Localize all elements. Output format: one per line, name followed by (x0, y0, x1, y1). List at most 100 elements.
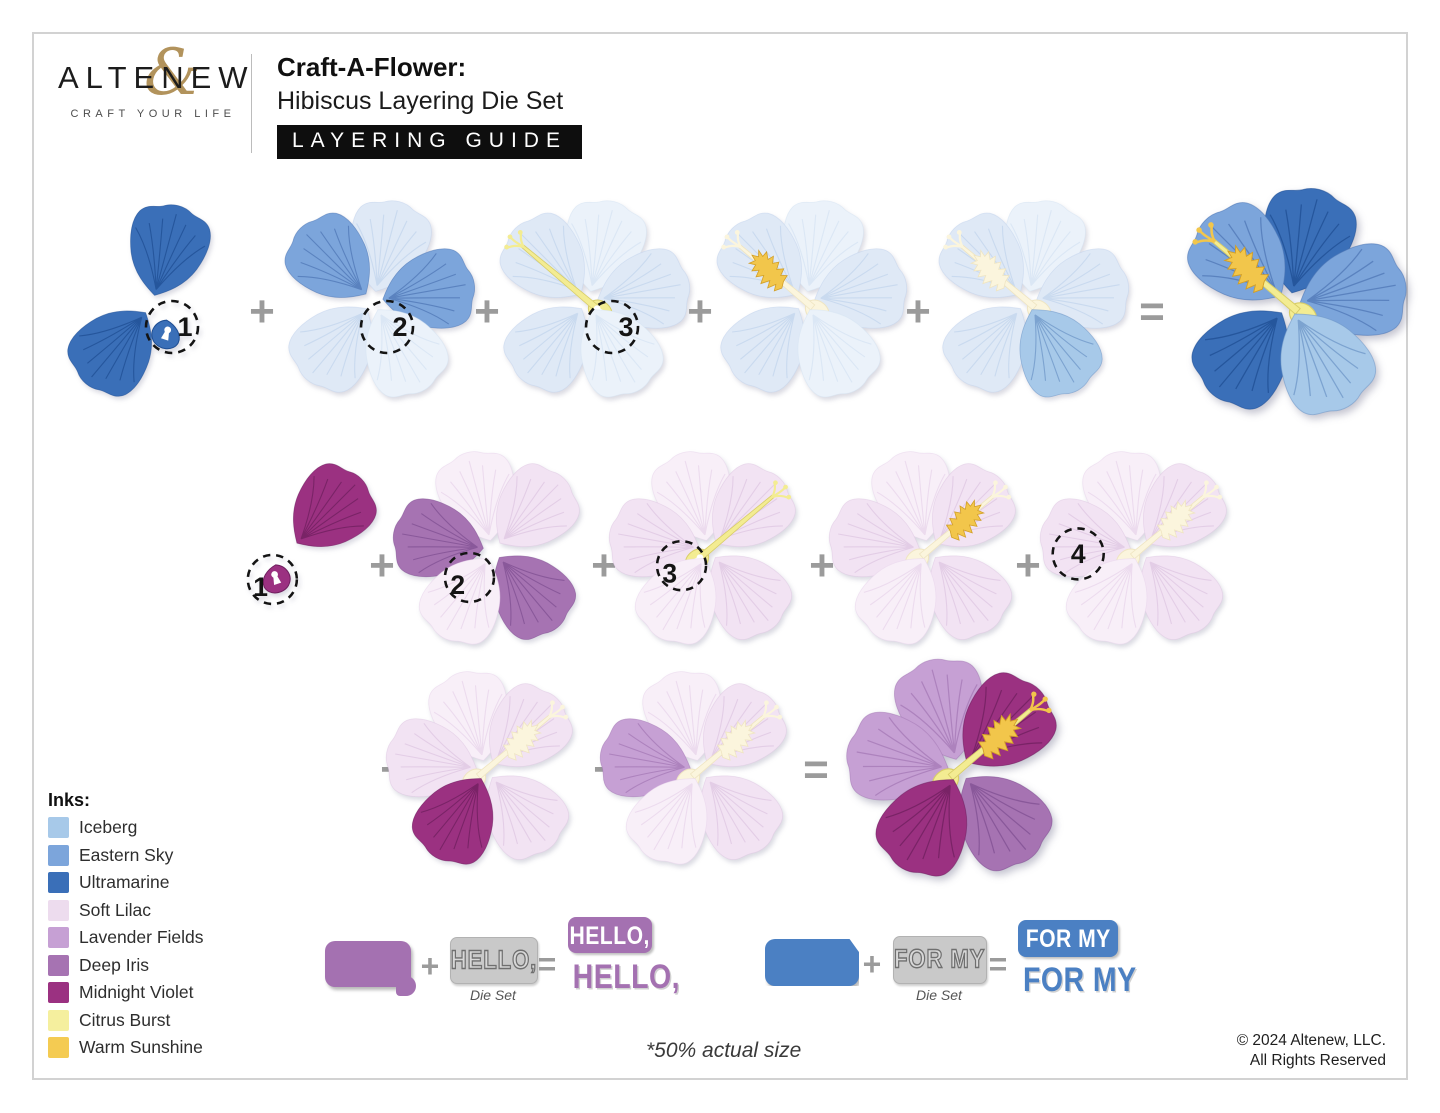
equals-operator: = (1139, 287, 1165, 336)
step-circle (443, 551, 496, 604)
ink-name: Midnight Violet (79, 982, 194, 1002)
ink-legend-item: Deep Iris (48, 954, 204, 976)
blue-step-2: 2 (284, 200, 476, 398)
stamen (721, 229, 830, 324)
keyhole-tab (262, 564, 291, 594)
anther (945, 499, 985, 541)
ink-swatch (48, 1009, 69, 1031)
petal (130, 204, 211, 296)
ink-name: Eastern Sky (79, 844, 174, 865)
plus-operator: + (249, 287, 275, 336)
petal (608, 498, 700, 578)
formy-die-plate: FOR MY (893, 936, 987, 984)
copyright-line-1: © 2024 Altenew, LLC. (1236, 1032, 1386, 1049)
petal (797, 309, 881, 398)
petal (846, 711, 949, 801)
petal (1280, 313, 1377, 416)
formy-result-word: FOR MY (1022, 960, 1137, 999)
petal (293, 463, 377, 547)
ink-legend-item: Iceberg (48, 817, 204, 838)
ink-swatch (48, 954, 69, 976)
petal (580, 309, 664, 398)
purple-step-4 (828, 451, 1016, 645)
stamen (943, 229, 1052, 324)
brand-tagline: CRAFT YOUR LIFE (70, 108, 236, 120)
petal (828, 498, 920, 578)
ink-swatch (48, 899, 69, 921)
anther (1156, 499, 1196, 541)
plus-operator: + (420, 948, 440, 984)
hello-die-plate: HELLO, (450, 937, 538, 984)
step-number: 3 (662, 558, 677, 588)
purple-step-7 (599, 671, 787, 865)
equals-operator: = (988, 946, 1008, 982)
ink-swatch (48, 982, 69, 1003)
ink-legend-item: Soft Lilac (48, 899, 204, 921)
hello-result-tag: HELLO, (568, 917, 652, 953)
purple-step-6 (385, 671, 573, 865)
petal (597, 248, 691, 329)
ink-name: Lavender Fields (79, 927, 204, 947)
hello-die-text: HELLO, (450, 945, 538, 976)
step-circle (655, 539, 708, 592)
petal (67, 310, 152, 397)
step-circle (144, 299, 200, 355)
ink-name: Warm Sunshine (79, 1037, 203, 1057)
ink-legend-item: Warm Sunshine (48, 1037, 204, 1058)
purple-step-3: 3 (608, 451, 796, 645)
inks-legend: Inks: Iceberg Eastern Sky Ultramarine Soft … (48, 790, 204, 1065)
altenew-logo: & ALTENEW CRAFT YOUR LIFE (58, 36, 248, 120)
petal (385, 718, 477, 798)
petal (411, 778, 494, 865)
plus-operator: + (905, 287, 931, 336)
plus-operator: + (687, 287, 713, 336)
petal (365, 309, 449, 398)
die-set-caption: Die Set (470, 987, 516, 1003)
formy-die-text: FOR MY (894, 944, 986, 975)
ink-legend-item: Ultramarine (48, 872, 204, 893)
ink-name: Iceberg (79, 817, 138, 837)
ink-swatch (48, 927, 69, 948)
petal (814, 248, 908, 329)
step-number: 2 (392, 312, 407, 342)
ink-name: Ultramarine (79, 872, 170, 892)
plus-operator: + (474, 287, 500, 336)
blue-step-1: 1 (67, 204, 211, 397)
blue-step-4 (716, 200, 908, 398)
formy-cardstock-shape (765, 939, 859, 986)
copyright-line-2: All Rights Reserved (1249, 1051, 1386, 1069)
equals-operator: = (803, 745, 829, 794)
step-number: 2 (450, 570, 465, 600)
product-name: Hibiscus Layering Die Set (277, 87, 564, 115)
ink-legend-item: Lavender Fields (48, 927, 204, 948)
page-border (32, 32, 1408, 1080)
hello-cardstock-shape (325, 941, 416, 996)
ink-name: Citrus Burst (79, 1009, 171, 1030)
step-number: 1 (253, 572, 268, 602)
layering-guide-badge: LAYERING GUIDE (277, 125, 582, 159)
anther (1223, 244, 1270, 294)
actual-size-note: *50% actual size (646, 1039, 802, 1062)
blue-step-3: 3 (499, 200, 691, 398)
ink-swatch (48, 844, 69, 866)
petal (625, 778, 708, 865)
petal (392, 498, 484, 578)
plus-operator: + (809, 541, 835, 590)
petal (1299, 243, 1407, 336)
petal (284, 212, 370, 298)
product-line-title: Craft-A-Flower: (277, 52, 467, 82)
purple-finished-flower (846, 658, 1057, 877)
ampersand-icon: & (144, 36, 201, 110)
step-circle (1051, 527, 1105, 581)
plus-operator: + (862, 946, 882, 982)
step-number: 4 (1071, 539, 1086, 569)
petal (1065, 558, 1148, 645)
blue-finished-flower (1187, 188, 1407, 416)
anther (977, 712, 1023, 760)
blue-step-5 (938, 200, 1130, 398)
purple-step-5: 4 (1039, 451, 1227, 645)
copyright-notice: © 2024 Altenew, LLC. All Rights Reserved (1146, 1031, 1386, 1071)
step-circle (246, 553, 299, 606)
ink-name: Soft Lilac (79, 899, 151, 920)
